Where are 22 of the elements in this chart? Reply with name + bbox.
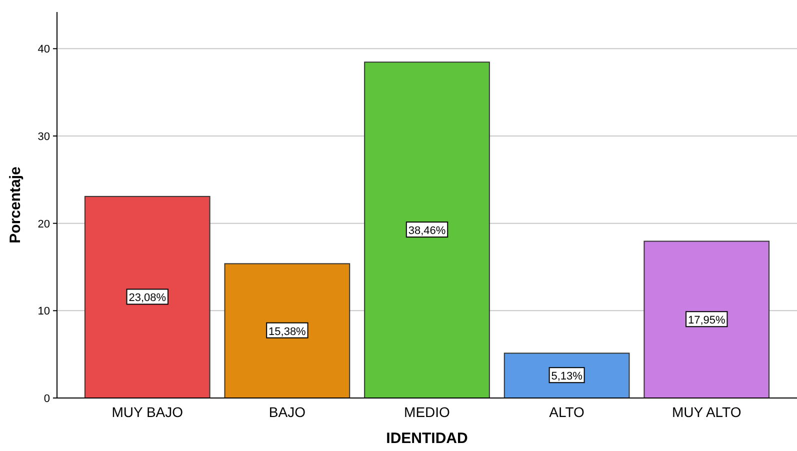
x-tick-label: MUY ALTO [672, 404, 742, 420]
x-tick-label: MEDIO [404, 404, 450, 420]
y-tick-label: 30 [38, 131, 50, 144]
bar [224, 263, 350, 398]
y-tick-label: 0 [44, 393, 50, 405]
x-tick-label: MUY BAJO [112, 404, 184, 420]
data-label: 17,95% [688, 314, 726, 327]
data-label: 15,38% [268, 326, 306, 338]
bar [504, 352, 630, 398]
y-tick-label: 20 [38, 218, 50, 230]
y-tick-label: 10 [38, 306, 50, 318]
x-tick-label: BAJO [268, 404, 306, 420]
data-label: 38,46% [408, 225, 446, 238]
data-label: 5,13% [551, 370, 583, 383]
bar [644, 240, 770, 398]
bar [84, 196, 210, 398]
y-tick-label: 40 [38, 44, 50, 56]
data-label: 23,08% [128, 292, 166, 304]
x-axis-title: IDENTIDAD [386, 430, 468, 447]
bar [364, 62, 490, 398]
x-tick-label: ALTO [549, 404, 585, 420]
y-axis-title: Porcentaje [7, 166, 24, 244]
